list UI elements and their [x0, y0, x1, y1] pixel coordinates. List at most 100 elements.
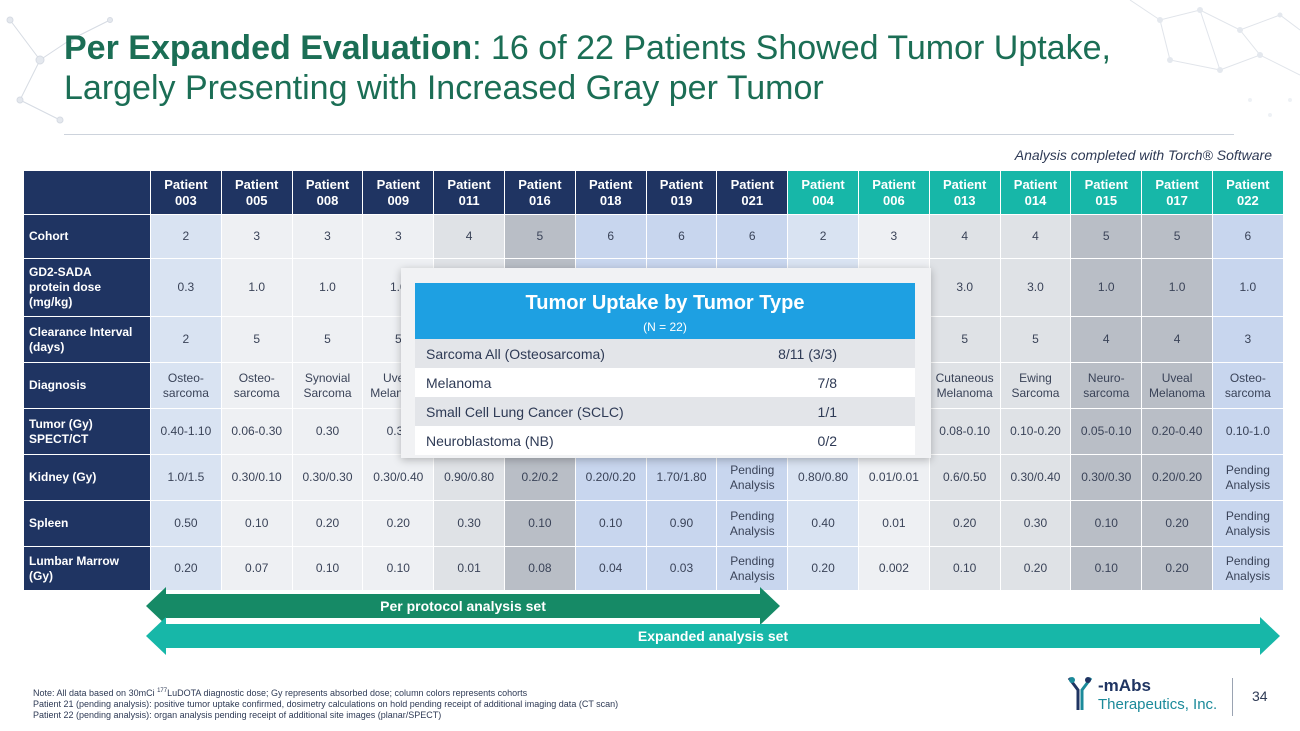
- table-cell: 5: [291, 316, 364, 363]
- column-header: Patient 014: [999, 170, 1072, 215]
- table-cell: 1.70/1.80: [645, 454, 718, 501]
- logo-mark-icon: [1067, 677, 1093, 710]
- per-protocol-label: Per protocol analysis set: [380, 598, 546, 614]
- table-cell: 0.06-0.30: [220, 408, 293, 455]
- title-bold: Per Expanded Evaluation: [64, 29, 473, 67]
- table-cell: 3.0: [999, 258, 1072, 317]
- table-cell: 6: [716, 214, 789, 259]
- table-cell: 0.30/0.10: [220, 454, 293, 501]
- row-header: Diagnosis: [23, 362, 151, 409]
- table-cell: 0.40-1.10: [150, 408, 222, 455]
- table-cell: 0.20: [999, 546, 1072, 591]
- popup-title: Tumor Uptake by Tumor Type: [525, 292, 805, 314]
- table-corner: [23, 170, 151, 215]
- column-header: Patient 004: [787, 170, 859, 215]
- title-rest: : 16 of 22 Patients Showed Tumor Uptake,: [472, 29, 1111, 67]
- logo-name: -mAbs: [1098, 676, 1151, 695]
- table-cell: 3: [220, 214, 293, 259]
- page-number: 34: [1252, 688, 1268, 704]
- title-line2: Largely Presenting with Increased Gray p…: [64, 69, 824, 107]
- table-cell: 1.0: [1141, 258, 1213, 317]
- table-cell: Pending Analysis: [716, 546, 789, 591]
- table-cell: 0.03: [645, 546, 718, 591]
- table-cell: 0.10: [1070, 500, 1143, 547]
- table-cell: Osteo-sarcoma: [150, 362, 222, 409]
- arrow-bar: [166, 624, 1260, 648]
- footer-divider: [1232, 678, 1233, 716]
- table-cell: 3: [857, 214, 930, 259]
- table-cell: 1.0: [1070, 258, 1143, 317]
- table-row: Cohort 2 3 3 3 4 5 6 6 6 2 3 4 4 5 5 6: [23, 214, 1284, 259]
- popup-row-value: 7/8: [817, 374, 837, 391]
- table-cell: 0.10: [362, 546, 435, 591]
- footnotes: Note: All data based on 30mCi 177LuDOTA …: [33, 686, 1033, 721]
- table-cell: 1.0: [291, 258, 364, 317]
- popup-row-type: Neuroblastoma (NB): [426, 432, 554, 449]
- table-cell: 0.002: [857, 546, 930, 591]
- table-cell: 6: [645, 214, 718, 259]
- row-header: Tumor (Gy) SPECT/CT: [23, 408, 151, 455]
- table-cell: 0.10: [1070, 546, 1143, 591]
- table-cell: Cutaneous Melanoma: [928, 362, 1001, 409]
- expanded-label: Expanded analysis set: [637, 628, 789, 644]
- table-cell: 2: [150, 214, 222, 259]
- table-cell: 0.07: [220, 546, 293, 591]
- slide-title: Per Expanded Evaluation: 16 of 22 Patien…: [64, 28, 1284, 108]
- column-header: Patient 019: [645, 170, 718, 215]
- popup-row-value: 1/1: [817, 403, 837, 420]
- table-cell: 0.20/0.20: [1141, 454, 1213, 501]
- popup-row: Sarcoma All (Osteosarcoma) 8/11 (3/3): [415, 339, 915, 368]
- table-cell: 0.20: [150, 546, 222, 591]
- table-cell: 1.0: [220, 258, 293, 317]
- table-cell: Pending Analysis: [716, 454, 789, 501]
- column-header: Patient 016: [503, 170, 576, 215]
- popup-header: Tumor Uptake by Tumor Type (N = 22): [415, 283, 915, 339]
- column-header: Patient 021: [716, 170, 789, 215]
- table-cell: 5: [928, 316, 1001, 363]
- table-cell: 0.6/0.50: [928, 454, 1001, 501]
- logo-text: -mAbs Therapeutics, Inc.: [1098, 676, 1217, 713]
- popup-rows: Sarcoma All (Osteosarcoma) 8/11 (3/3) Me…: [415, 339, 915, 455]
- table-cell: 0.10: [291, 546, 364, 591]
- table-cell: Uveal Melanoma: [1141, 362, 1213, 409]
- row-header: Clearance Interval (days): [23, 316, 151, 363]
- popup-subtitle: (N = 22): [643, 320, 687, 334]
- table-header-row: Patient 003 Patient 005 Patient 008 Patient…: [23, 170, 1284, 215]
- table-cell: 0.04: [574, 546, 647, 591]
- table-cell: 0.08-0.10: [928, 408, 1001, 455]
- table-cell: 4: [433, 214, 505, 259]
- footnote-2: Patient 21 (pending analysis): positive …: [33, 699, 619, 709]
- table-cell: 0.20: [1141, 546, 1213, 591]
- table-row: Kidney (Gy) 1.0/1.5 0.30/0.10 0.30/0.30 0.30…: [23, 454, 1284, 501]
- table-cell: Neuro-sarcoma: [1070, 362, 1143, 409]
- table-cell: 0.30/0.40: [362, 454, 435, 501]
- popup-row-type: Sarcoma All (Osteosarcoma): [426, 345, 605, 362]
- table-cell: Pending Analysis: [1211, 546, 1284, 591]
- table-cell: 0.20-0.40: [1141, 408, 1213, 455]
- table-cell: 3: [362, 214, 435, 259]
- table-cell: 5: [999, 316, 1072, 363]
- table-cell: 2: [787, 214, 859, 259]
- arrow-bar: [166, 594, 760, 618]
- column-header: Patient 011: [433, 170, 505, 215]
- table-cell: 0.40: [787, 500, 859, 547]
- table-cell: 0.30/0.40: [999, 454, 1072, 501]
- table-cell: 0.20: [1141, 500, 1213, 547]
- row-header: Spleen: [23, 500, 151, 547]
- table-cell: 0.20: [928, 500, 1001, 547]
- table-cell: 0.20: [362, 500, 435, 547]
- expanded-arrow: Expanded analysis set: [146, 617, 1280, 655]
- table-cell: 0.90: [645, 500, 718, 547]
- column-header: Patient 009: [362, 170, 435, 215]
- table-cell: Pending Analysis: [1211, 500, 1284, 547]
- table-cell: 0.3: [150, 258, 222, 317]
- table-cell: 0.05-0.10: [1070, 408, 1143, 455]
- table-cell: 0.30: [999, 500, 1072, 547]
- table-cell: 0.10-1.0: [1211, 408, 1284, 455]
- footnote-1: Note: All data based on 30mCi 177LuDOTA …: [33, 688, 528, 698]
- popup-row-type: Melanoma: [426, 374, 492, 391]
- table-cell: 2: [150, 316, 222, 363]
- table-cell: 0.10-0.20: [999, 408, 1072, 455]
- analysis-note: Analysis completed with Torch® Software: [1014, 147, 1272, 163]
- logo-subtitle: Therapeutics, Inc.: [1098, 696, 1218, 713]
